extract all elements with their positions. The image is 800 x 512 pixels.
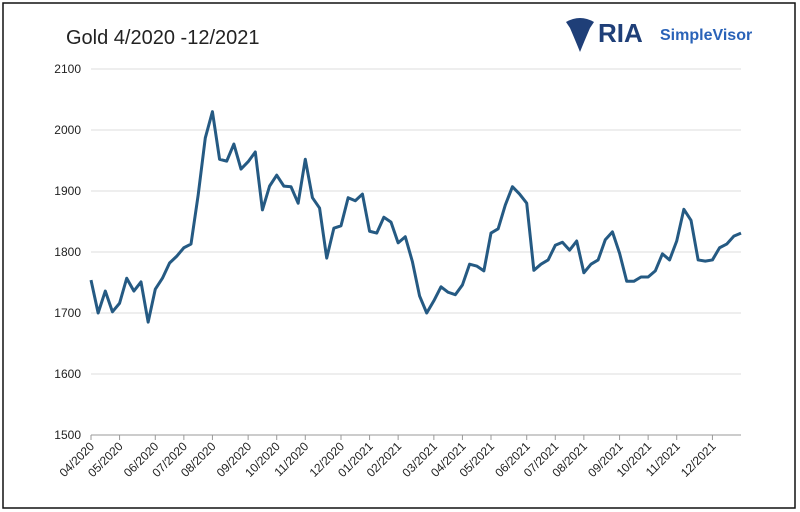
y-tick-label: 1800	[54, 245, 81, 259]
y-tick-label: 2000	[54, 123, 81, 137]
y-tick-label: 1500	[54, 428, 81, 442]
y-tick-label: 1900	[54, 184, 81, 198]
y-tick-label: 1600	[54, 367, 81, 381]
logo-product: SimpleVisor	[660, 27, 752, 44]
logo-name: RIA	[598, 18, 643, 48]
y-tick-label: 2100	[54, 62, 81, 76]
logo: RIA SimpleVisor	[566, 18, 752, 52]
chart-title: Gold 4/2020 -12/2021	[66, 27, 260, 49]
logo-icon	[566, 18, 594, 52]
x-tick-label: 12/2021	[678, 439, 719, 480]
y-tick-label: 1700	[54, 306, 81, 320]
price-line	[89, 110, 742, 324]
